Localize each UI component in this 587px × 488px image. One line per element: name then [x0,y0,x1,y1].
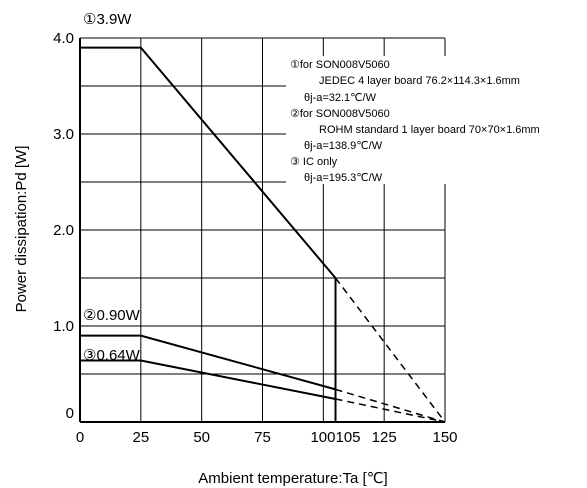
y-tick-label-3: 3.0 [53,126,74,143]
x-tick-label-6: 150 [432,429,457,446]
series-dashed-line-2 [335,388,446,423]
series-line-3 [80,359,336,400]
x-tick-label-4: 100105 [310,429,360,446]
series-line-2 [80,334,336,391]
curve-label-3: ③0.64W [83,347,141,364]
legend-line-7: ③ IC only [290,156,338,168]
x-tick-label-5: 125 [372,429,397,446]
curve-label-1: ①3.9W [83,11,132,28]
y-tick-label-1: 1.0 [53,318,74,335]
y-tick-label-2: 2.0 [53,222,74,239]
y-axis-title: Power dissipation:Pd [W] [13,146,30,313]
series-lines [80,46,446,423]
series-dashed-line-1 [334,277,446,423]
y-tick-label-4: 4.0 [53,30,74,47]
legend-background [286,56,586,184]
axes [79,38,445,423]
legend-line-4: ②for SON008V5060 [290,108,390,120]
legend-line-3: θj-a=32.1℃/W [304,92,377,104]
legend-line-8: θj-a=195.3℃/W [304,172,383,184]
legend-line-2: JEDEC 4 layer board 76.2×114.3×1.6mm [319,75,520,87]
legend-line-1: ①for SON008V5060 [290,59,390,71]
y-tick-labels: 0 1.0 2.0 3.0 4.0 [53,30,74,422]
x-tick-labels: 0 25 50 75 100105 125 150 [76,429,458,446]
x-axis-title: Ambient temperature:Ta [℃] [198,470,387,487]
x-tick-label-3: 75 [254,429,271,446]
legend: ①for SON008V5060 JEDEC 4 layer board 76.… [290,59,540,184]
x-tick-label-0: 0 [76,429,84,446]
curve-labels: ①3.9W ②0.90W ③0.64W [83,11,141,364]
x-tick-label-1: 25 [132,429,149,446]
legend-line-5: ROHM standard 1 layer board 70×70×1.6mm [319,124,540,136]
series-dashed-line-3 [335,398,446,423]
legend-line-6: θj-a=138.9℃/W [304,140,383,152]
y-tick-label-0: 0 [66,405,74,422]
x-tick-label-2: 50 [193,429,210,446]
curve-label-2: ②0.90W [83,307,141,324]
series-line-1 [80,46,337,279]
